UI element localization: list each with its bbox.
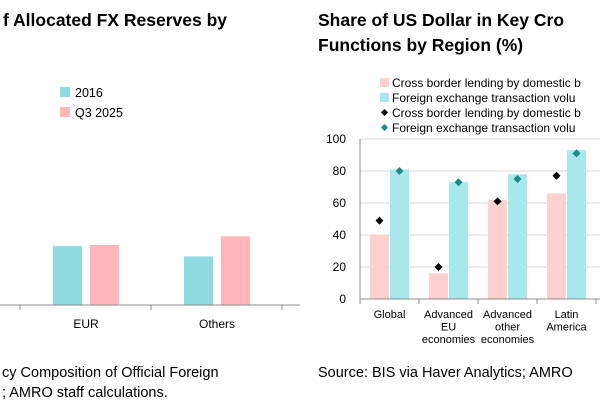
category-label: Advanced <box>483 309 532 321</box>
legend-swatch <box>60 107 70 117</box>
data-marker <box>513 175 522 183</box>
category-label: EUR <box>73 317 99 331</box>
right-chart-panel: Share of US Dollar in Key Cro Functions … <box>300 0 600 401</box>
bar <box>429 273 448 299</box>
data-marker <box>552 171 561 180</box>
fx-reserves-chart: 2016 Q3 2025 EUR Others <box>0 86 300 331</box>
bar <box>449 182 468 299</box>
legend-label: Cross border lending by domestic b <box>392 76 581 90</box>
source-line: Source: BIS via Haver Analytics; AMRO <box>318 365 573 381</box>
chart-title-line: f Allocated FX Reserves by <box>3 10 228 30</box>
legend-marker <box>381 124 388 131</box>
category-label: Global <box>374 309 406 321</box>
y-tick-label: 60 <box>333 196 347 210</box>
legend-label: 2016 <box>75 86 103 100</box>
data-marker <box>454 178 463 187</box>
bar <box>221 236 250 305</box>
usd-share-chart: 0 20 40 60 80 100 Cross border lending by dome… <box>326 76 600 346</box>
bar <box>184 256 213 305</box>
bar <box>390 169 409 299</box>
y-tick-label: 80 <box>333 164 347 178</box>
bar <box>53 245 82 305</box>
y-tick-label: 20 <box>333 260 347 274</box>
legend-label: Foreign exchange transaction volu <box>392 121 575 135</box>
category-label: EU <box>441 322 456 334</box>
chart-title-line: Share of US Dollar in Key Cro <box>318 10 565 30</box>
bar <box>547 193 566 299</box>
category-label: economies <box>481 334 535 346</box>
chart-title: f Allocated FX Reserves by <box>3 8 227 33</box>
legend-marker <box>381 109 388 116</box>
chart-source-note: cy Composition of Official Foreign ; AMR… <box>2 363 219 401</box>
legend-swatch <box>380 93 389 102</box>
legend-swatch <box>60 87 70 97</box>
category-label: America <box>546 322 587 334</box>
chart-source-note: Source: BIS via Haver Analytics; AMRO <box>318 363 573 383</box>
data-marker <box>375 216 384 225</box>
legend-swatch <box>380 78 389 87</box>
source-line: ; AMRO staff calculations. <box>2 385 168 401</box>
data-marker <box>395 167 404 175</box>
bar <box>90 245 119 305</box>
y-tick-label: 0 <box>339 292 346 306</box>
category-label: economies <box>422 334 476 346</box>
data-marker <box>434 263 443 271</box>
source-line: cy Composition of Official Foreign <box>2 365 219 381</box>
legend-label: Cross border lending by domestic b <box>392 106 581 120</box>
legend-label: Foreign exchange transaction volu <box>392 91 575 105</box>
category-label: Advanced <box>424 309 473 321</box>
y-tick-label: 40 <box>333 228 347 242</box>
bar <box>508 174 527 299</box>
category-label: Latin <box>555 309 579 321</box>
category-label: other <box>495 322 520 334</box>
bar <box>567 150 586 299</box>
y-tick-label: 100 <box>326 132 346 146</box>
data-marker <box>572 149 581 158</box>
bar <box>370 235 389 299</box>
chart-title-line: Functions by Region (%) <box>318 35 524 55</box>
bar <box>488 199 507 299</box>
left-chart-panel: f Allocated FX Reserves by 2016 Q3 2025 EU… <box>0 8 300 401</box>
legend-label: Q3 2025 <box>75 106 123 120</box>
category-label: Others <box>199 317 235 331</box>
data-marker <box>493 197 502 206</box>
chart-title: Share of US Dollar in Key Cro Functions … <box>318 8 564 58</box>
